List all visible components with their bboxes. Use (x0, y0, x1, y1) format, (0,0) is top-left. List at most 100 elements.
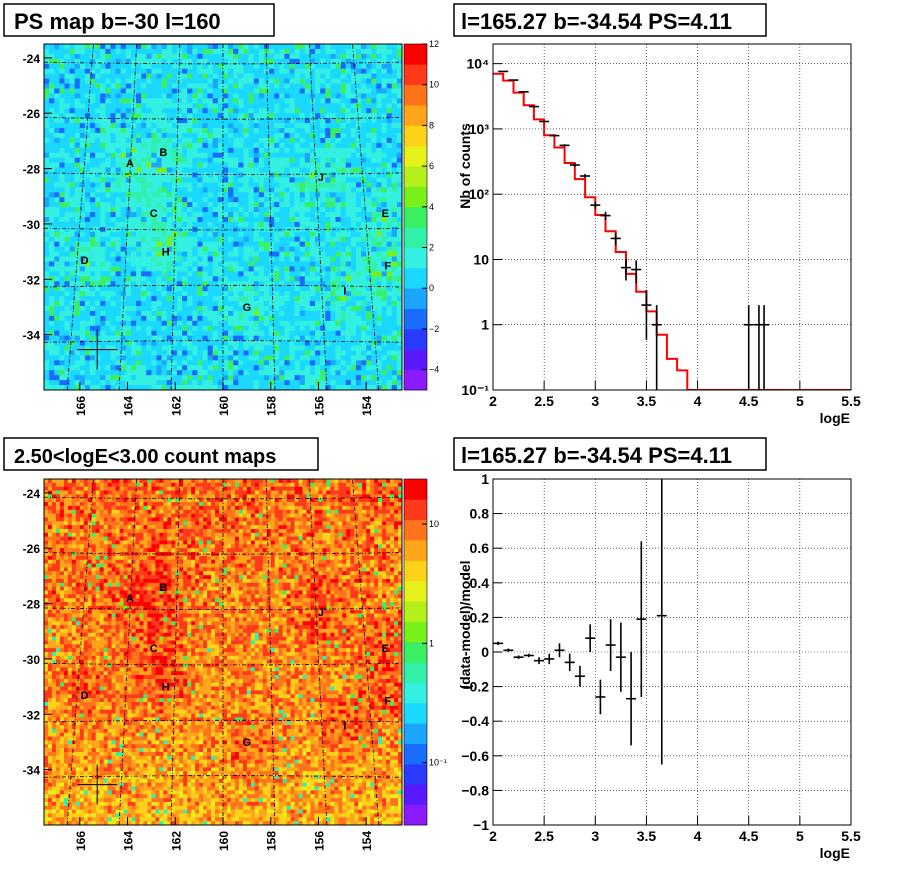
map-pixel (309, 261, 316, 267)
map-pixel (391, 340, 398, 346)
map-pixel (355, 137, 362, 144)
map-pixel (345, 335, 352, 341)
map-pixel (54, 113, 60, 119)
map-pixel (90, 380, 96, 386)
map-pixel (217, 182, 224, 188)
map-pixel (345, 167, 352, 173)
longitude-line (265, 44, 276, 390)
map-pixel (212, 182, 219, 188)
map-pixel (309, 221, 316, 228)
map-pixel (361, 286, 367, 292)
map-pixel (156, 147, 162, 154)
map-pixel (212, 157, 219, 163)
map-pixel (161, 291, 168, 297)
map-pixel (233, 113, 239, 119)
map-pixel (248, 301, 254, 307)
map-pixel (197, 330, 203, 336)
map-pixel (376, 157, 382, 163)
map-pixel (243, 355, 249, 361)
map-pixel (202, 350, 208, 356)
map-pixel (315, 53, 321, 60)
map-pixel (192, 73, 198, 79)
map-pixel (315, 385, 321, 390)
map-pixel (381, 350, 387, 356)
map-pixel (156, 301, 162, 307)
map-pixel (74, 157, 81, 163)
map-pixel (376, 325, 382, 331)
map-pixel (345, 325, 352, 331)
map-pixel (74, 177, 81, 183)
map-pixel (228, 355, 234, 361)
map-pixel (223, 113, 229, 119)
map-pixel (136, 167, 142, 173)
map-pixel (100, 132, 106, 139)
map-pixel (207, 350, 214, 356)
map-pixel (207, 330, 214, 336)
map-pixel (176, 192, 183, 198)
map-pixel (289, 103, 295, 109)
map-pixel (228, 345, 234, 351)
map-pixel (161, 58, 168, 65)
map-pixel (197, 231, 203, 238)
map-pixel (207, 241, 214, 247)
map-pixel (79, 197, 86, 203)
map-pixel (125, 301, 132, 307)
map-pixel (74, 192, 81, 198)
map-pixel (171, 296, 178, 302)
map-pixel (299, 88, 306, 94)
map-pixel (309, 167, 316, 173)
map-pixel (238, 221, 244, 228)
map-pixel (74, 330, 81, 336)
map-pixel (376, 162, 382, 168)
map-pixel (95, 108, 101, 114)
map-pixel (217, 286, 224, 292)
map-pixel (146, 385, 152, 390)
map-pixel (248, 137, 254, 144)
map-pixel (325, 276, 331, 282)
map-pixel (228, 187, 234, 193)
map-pixel (110, 340, 116, 346)
map-pixel (381, 83, 387, 89)
map-pixel (151, 103, 157, 109)
map-pixel (371, 335, 377, 341)
map-pixel (386, 241, 393, 247)
map-pixel (151, 301, 157, 307)
map-pixel (79, 246, 86, 252)
map-pixel (141, 88, 147, 94)
map-pixel (202, 182, 208, 188)
map-pixel (110, 217, 116, 223)
map-pixel (182, 212, 188, 218)
map-pixel (151, 78, 157, 84)
map-pixel (74, 103, 81, 109)
map-pixel (238, 310, 244, 317)
map-pixel (156, 281, 162, 287)
map-pixel (69, 315, 75, 322)
map-pixel (64, 48, 70, 55)
map-pixel (79, 286, 86, 292)
map-pixel (284, 350, 290, 356)
map-pixel (279, 132, 285, 139)
map-pixel (136, 192, 142, 198)
map-pixel (125, 335, 132, 341)
map-pixel (279, 44, 285, 50)
map-pixel (386, 345, 393, 351)
map-pixel (146, 291, 152, 297)
map-pixel (130, 360, 137, 366)
map-pixel (361, 385, 367, 390)
map-pixel (228, 350, 234, 356)
map-pixel (366, 236, 372, 243)
map-pixel (309, 118, 316, 124)
map-pixel (274, 108, 280, 114)
map-pixel (361, 123, 367, 129)
map-pixel (151, 137, 157, 144)
map-pixel (243, 360, 249, 366)
map-pixel (279, 53, 285, 60)
map-pixel (69, 330, 75, 336)
map-pixel (176, 88, 183, 94)
map-pixel (371, 162, 377, 168)
map-pixel (141, 281, 147, 287)
map-pixel (100, 340, 106, 346)
map-pixel (95, 78, 101, 84)
map-pixel (146, 246, 152, 252)
map-pixel (253, 63, 260, 70)
